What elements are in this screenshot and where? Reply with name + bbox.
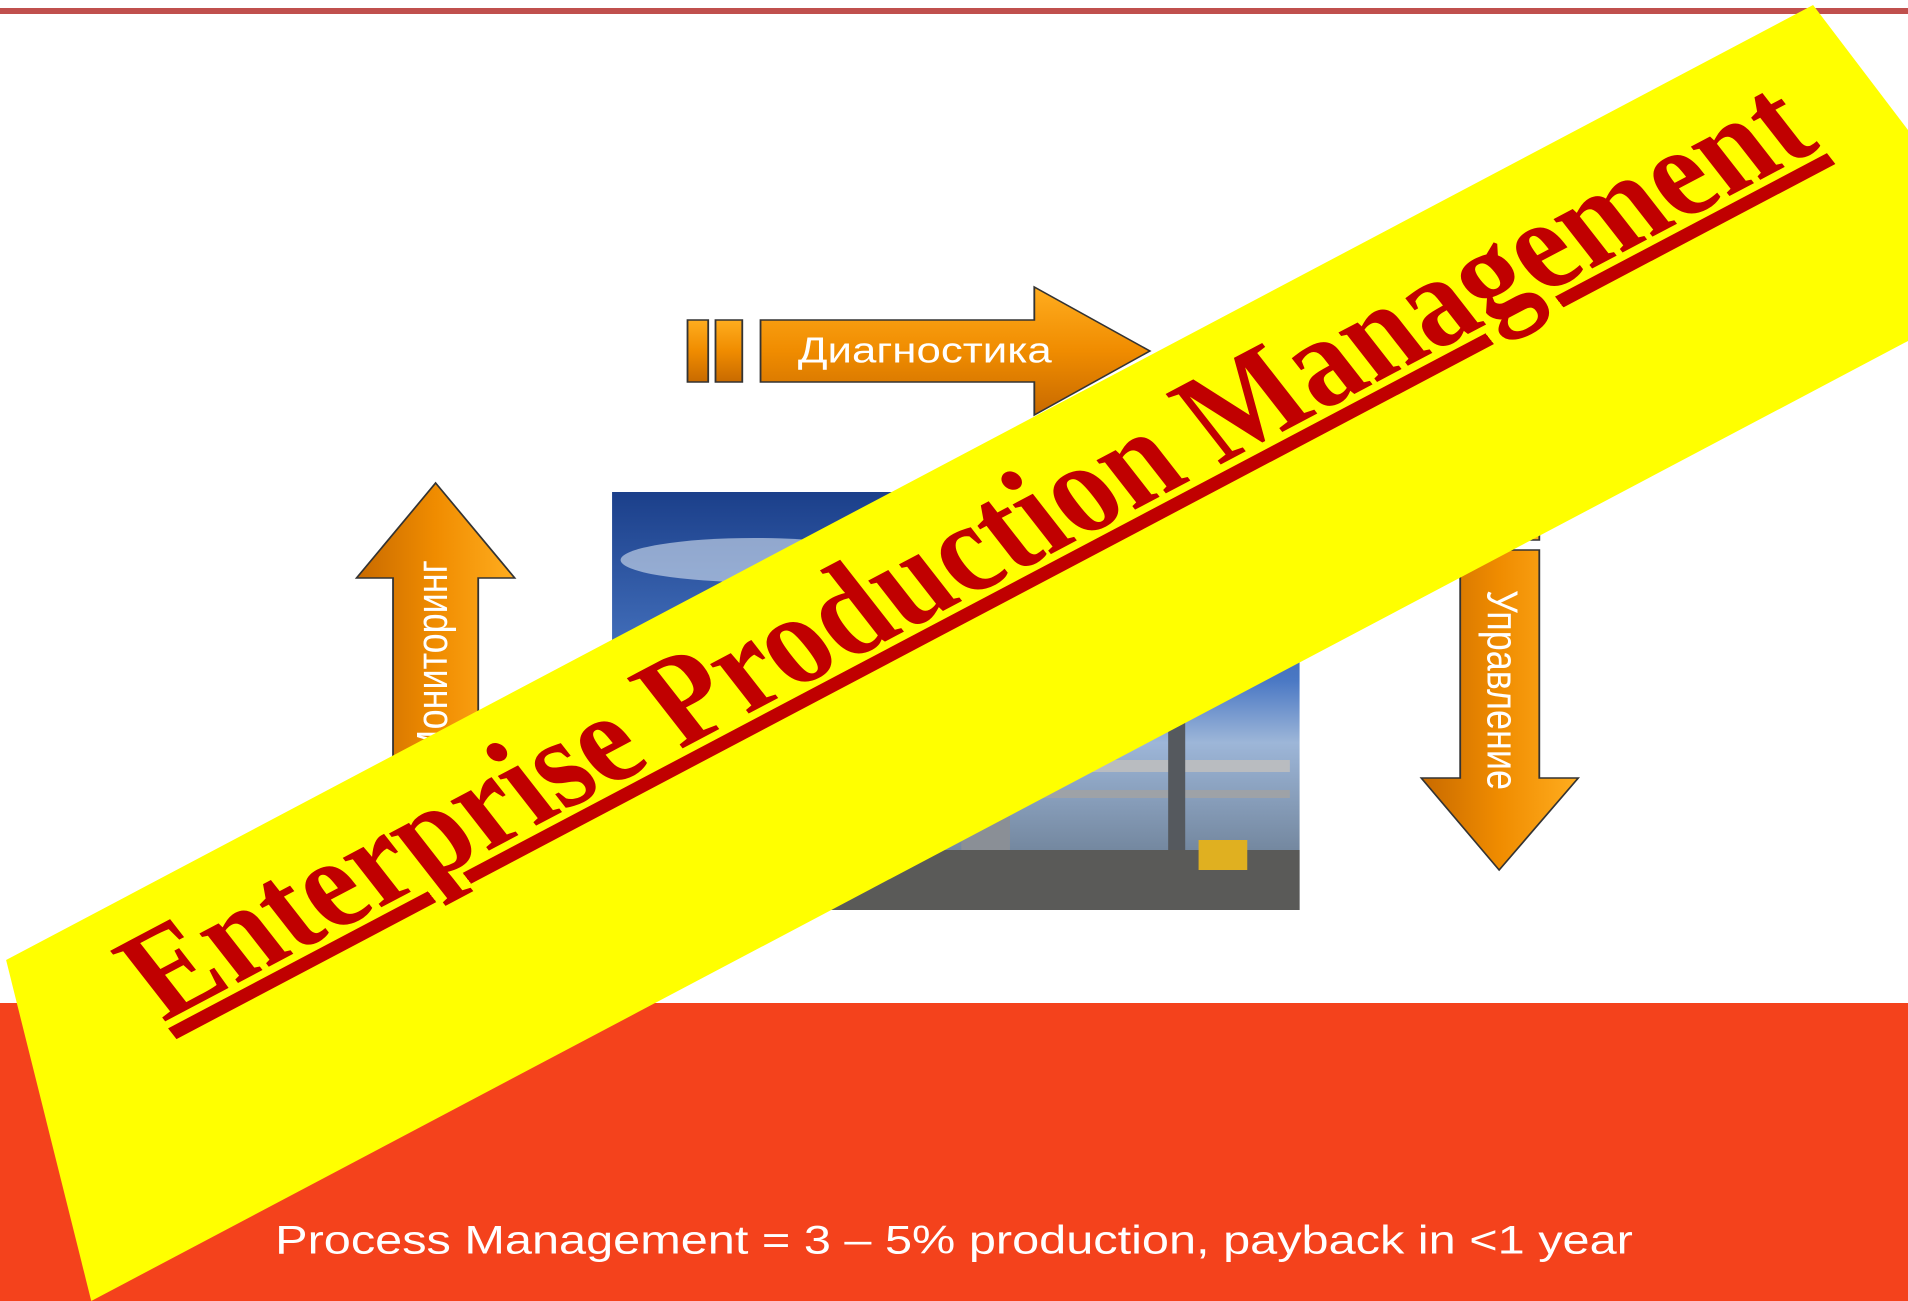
slide: Диагностика Мониторинг Управление Proces… — [0, 0, 1908, 1301]
top-rule — [0, 8, 1908, 14]
footer-text: Process Management = 3 – 5% production, … — [275, 1219, 1633, 1263]
step-label: Диагностика — [798, 331, 1053, 371]
page: Диагностика Мониторинг Управление Proces… — [0, 0, 1908, 1301]
step-label: Управление — [1478, 590, 1526, 790]
